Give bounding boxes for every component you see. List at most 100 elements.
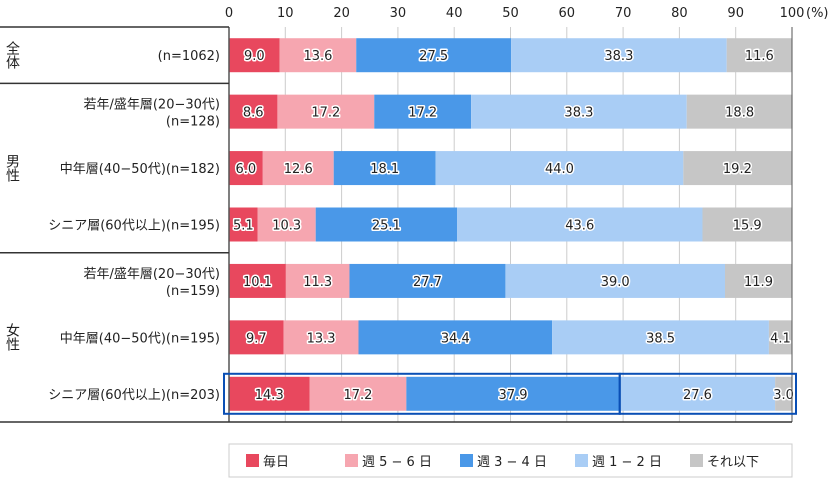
data-label: 11.6 bbox=[745, 49, 774, 64]
row-label: 若年/盛年層(20−30代) bbox=[83, 266, 220, 282]
bar-segment bbox=[726, 38, 792, 73]
data-label: 38.3 bbox=[564, 106, 593, 121]
data-label: 37.9 bbox=[499, 388, 528, 403]
bar-segment bbox=[279, 38, 357, 73]
data-label: 25.1 bbox=[372, 219, 401, 234]
data-label: 4.1 bbox=[770, 331, 791, 346]
tick-label: 50 bbox=[502, 6, 519, 21]
tick-label: 60 bbox=[559, 6, 576, 21]
bar-segment bbox=[333, 151, 436, 186]
tick-label: 0 bbox=[225, 6, 233, 21]
legend-label: 週 5 − 6 日 bbox=[362, 455, 432, 470]
bar-segment bbox=[775, 376, 792, 411]
row-label-n: (n=159) bbox=[166, 284, 220, 299]
tick-label: 70 bbox=[615, 6, 632, 21]
data-label: 9.0 bbox=[244, 49, 265, 64]
data-label: 44.0 bbox=[545, 162, 574, 177]
bar-segment bbox=[257, 207, 316, 242]
data-label: 6.0 bbox=[236, 162, 257, 177]
row-label-n: (n=128) bbox=[166, 115, 220, 130]
bar-segment bbox=[229, 38, 280, 73]
tick-label: 90 bbox=[727, 6, 744, 21]
bar-segment bbox=[406, 376, 620, 411]
legend-swatch bbox=[575, 454, 588, 467]
data-label: 13.3 bbox=[307, 331, 336, 346]
bar-segment bbox=[229, 151, 263, 186]
highlight-box bbox=[618, 372, 797, 415]
group-label: 女性 bbox=[4, 323, 20, 352]
legend-label: 週 3 − 4 日 bbox=[477, 455, 547, 470]
row-label: 中年層(40−50代)(n=182) bbox=[60, 162, 220, 177]
data-label: 13.6 bbox=[303, 49, 332, 64]
tick-label: 100 bbox=[780, 6, 805, 21]
data-label: 11.9 bbox=[744, 275, 773, 290]
legend-label: それ以下 bbox=[707, 455, 759, 470]
bar-segment bbox=[471, 94, 687, 129]
tick-label: 40 bbox=[446, 6, 463, 21]
bar-segment bbox=[229, 263, 286, 298]
data-label: 18.8 bbox=[725, 106, 754, 121]
legend-swatch bbox=[345, 454, 358, 467]
data-label: 43.6 bbox=[565, 219, 594, 234]
bar-segment bbox=[725, 263, 792, 298]
data-label: 38.5 bbox=[646, 331, 675, 346]
tick-label: 10 bbox=[277, 6, 294, 21]
bar-segment bbox=[309, 376, 407, 411]
data-label: 8.6 bbox=[243, 106, 264, 121]
data-label: 10.1 bbox=[243, 275, 272, 290]
data-label: 34.4 bbox=[441, 331, 470, 346]
legend-swatch bbox=[246, 454, 259, 467]
bar-segment bbox=[262, 151, 334, 186]
data-label: 3.0 bbox=[773, 388, 794, 403]
row-label: シニア層(60代以上)(n=203) bbox=[48, 388, 220, 403]
data-label: 12.6 bbox=[284, 162, 313, 177]
bar-segment bbox=[229, 320, 284, 355]
row-label: (n=1062) bbox=[158, 49, 220, 64]
tick-label: 80 bbox=[671, 6, 688, 21]
unit-label: (%) bbox=[806, 6, 829, 21]
bar-segment bbox=[358, 320, 553, 355]
bar-segment bbox=[552, 320, 769, 355]
bar-segment bbox=[349, 263, 506, 298]
row-label: 若年/盛年層(20−30代) bbox=[83, 97, 220, 113]
bar-segment bbox=[702, 207, 792, 242]
data-label: 39.0 bbox=[601, 275, 630, 290]
data-label: 17.2 bbox=[408, 106, 437, 121]
tick-label: 20 bbox=[333, 6, 350, 21]
row-label: シニア層(60代以上)(n=195) bbox=[48, 219, 220, 234]
bar-segment bbox=[229, 94, 278, 129]
row-label: 中年層(40−50代)(n=195) bbox=[60, 331, 220, 346]
data-label: 10.3 bbox=[272, 219, 301, 234]
data-label: 27.6 bbox=[683, 388, 712, 403]
data-label: 27.7 bbox=[413, 275, 442, 290]
legend-swatch bbox=[690, 454, 703, 467]
data-label: 19.2 bbox=[723, 162, 752, 177]
data-label: 5.1 bbox=[233, 219, 254, 234]
bar-segment bbox=[683, 151, 792, 186]
bar-segment bbox=[229, 376, 310, 411]
data-label: 15.9 bbox=[733, 219, 762, 234]
group-label: 男性 bbox=[4, 154, 20, 182]
data-label: 17.2 bbox=[311, 106, 340, 121]
bar-segment bbox=[283, 320, 359, 355]
bar-segment bbox=[686, 94, 793, 129]
group-label: 全体 bbox=[4, 41, 20, 70]
bar-segment bbox=[768, 320, 792, 355]
data-label: 38.3 bbox=[604, 49, 633, 64]
bar-segment bbox=[356, 38, 512, 73]
legend-label: 毎日 bbox=[263, 454, 289, 470]
data-label: 14.3 bbox=[255, 388, 284, 403]
bar-segment bbox=[277, 94, 375, 129]
legend-swatch bbox=[460, 454, 473, 467]
bar-segment bbox=[511, 38, 727, 73]
bar-segment bbox=[619, 376, 776, 411]
bar-segment bbox=[285, 263, 350, 298]
tick-label: 30 bbox=[390, 6, 407, 21]
data-label: 9.7 bbox=[246, 331, 267, 346]
bar-segment bbox=[435, 151, 684, 186]
data-label: 27.5 bbox=[419, 49, 448, 64]
bar-segment bbox=[505, 263, 726, 298]
data-label: 17.2 bbox=[343, 388, 372, 403]
bar-segment bbox=[374, 94, 472, 129]
